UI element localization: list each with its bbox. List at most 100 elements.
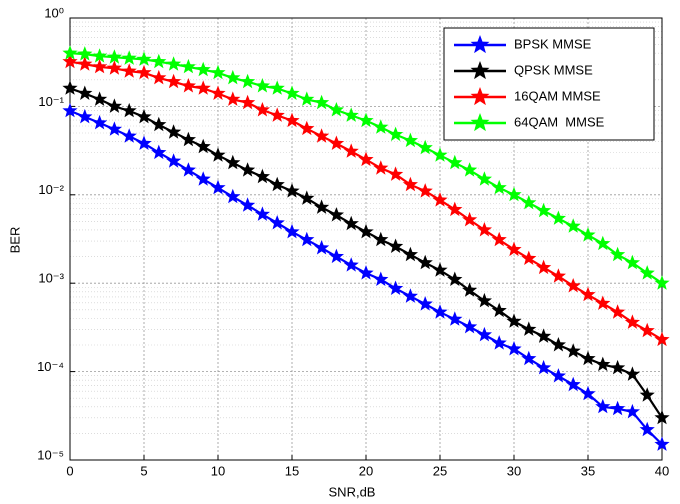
star-marker (254, 168, 270, 184)
star-marker (491, 179, 507, 195)
star-marker (328, 248, 344, 264)
x-tick-label: 25 (433, 463, 447, 478)
legend-label: QPSK MMSE (514, 62, 593, 77)
star-marker (151, 144, 167, 160)
star-marker (314, 94, 330, 110)
star-marker (476, 171, 492, 186)
star-marker (373, 271, 389, 286)
star-marker (402, 288, 418, 303)
star-marker (462, 211, 478, 227)
legend-marker (470, 35, 490, 54)
x-tick-label: 35 (581, 463, 595, 478)
star-marker (151, 53, 167, 69)
star-marker (225, 154, 241, 170)
star-marker (210, 147, 226, 162)
y-tick-label: 10⁻⁴ (37, 359, 64, 374)
star-marker (521, 250, 537, 265)
star-marker (402, 176, 418, 192)
star-marker (195, 171, 211, 186)
star-marker (210, 179, 226, 195)
star-marker (447, 271, 463, 286)
star-marker (491, 302, 507, 318)
star-marker (595, 356, 611, 372)
y-tick-label: 10⁻⁵ (37, 447, 64, 462)
x-tick-label: 0 (66, 463, 73, 478)
star-marker (373, 160, 389, 175)
star-marker (284, 85, 300, 100)
star-marker (417, 183, 433, 198)
star-marker (284, 223, 300, 239)
star-marker (536, 328, 552, 343)
star-marker (166, 56, 182, 71)
star-marker (254, 78, 270, 93)
star-marker (580, 385, 596, 401)
star-marker (624, 314, 640, 329)
star-marker (77, 85, 93, 100)
star-marker (106, 121, 122, 136)
star-marker (299, 231, 315, 247)
star-marker (536, 359, 552, 375)
star-marker (166, 153, 182, 168)
star-marker (550, 368, 566, 383)
star-marker (225, 69, 241, 85)
star-marker (373, 231, 389, 247)
y-tick-label: 10⁻² (38, 182, 64, 197)
star-marker (388, 126, 404, 142)
star-marker (491, 231, 507, 247)
legend-marker (470, 87, 490, 106)
star-marker (624, 366, 640, 381)
star-marker (106, 98, 122, 113)
star-marker (180, 58, 196, 74)
star-marker (92, 48, 108, 63)
star-marker (299, 190, 315, 205)
star-marker (610, 400, 626, 416)
star-marker (639, 322, 655, 338)
star-marker (254, 102, 270, 117)
star-marker (299, 91, 315, 106)
star-marker (314, 128, 330, 143)
star-marker (136, 108, 152, 124)
star-marker (328, 207, 344, 222)
star-marker (550, 210, 566, 225)
star-marker (447, 154, 463, 170)
star-marker (476, 222, 492, 237)
star-marker (447, 311, 463, 326)
star-marker (121, 102, 137, 118)
star-marker (136, 135, 152, 150)
star-marker (476, 292, 492, 308)
star-marker (269, 107, 285, 122)
star-marker (654, 409, 670, 425)
x-tick-label: 5 (140, 463, 147, 478)
star-marker (432, 192, 448, 207)
star-marker (521, 321, 537, 336)
star-marker (195, 138, 211, 154)
star-marker (595, 295, 611, 310)
star-marker (624, 254, 640, 270)
star-marker (565, 376, 581, 392)
star-marker (432, 262, 448, 277)
star-marker (328, 135, 344, 150)
star-marker (358, 112, 374, 128)
y-tick-label: 10⁰ (44, 5, 64, 20)
legend-marker (470, 113, 490, 132)
star-marker (180, 78, 196, 93)
star-marker (136, 51, 152, 66)
star-marker (62, 102, 78, 118)
star-marker (225, 91, 241, 106)
star-marker (343, 143, 359, 158)
star-marker (491, 335, 507, 350)
star-marker (269, 215, 285, 230)
star-marker (565, 343, 581, 358)
star-marker (299, 120, 315, 136)
legend-label: BPSK MMSE (514, 36, 592, 51)
star-marker (536, 259, 552, 275)
star-marker (225, 188, 241, 204)
x-tick-label: 30 (507, 463, 521, 478)
star-marker (639, 387, 655, 402)
star-marker (506, 313, 522, 328)
star-marker (77, 108, 93, 124)
star-marker (284, 112, 300, 128)
star-marker (166, 73, 182, 89)
star-marker (462, 282, 478, 297)
star-marker (254, 206, 270, 221)
